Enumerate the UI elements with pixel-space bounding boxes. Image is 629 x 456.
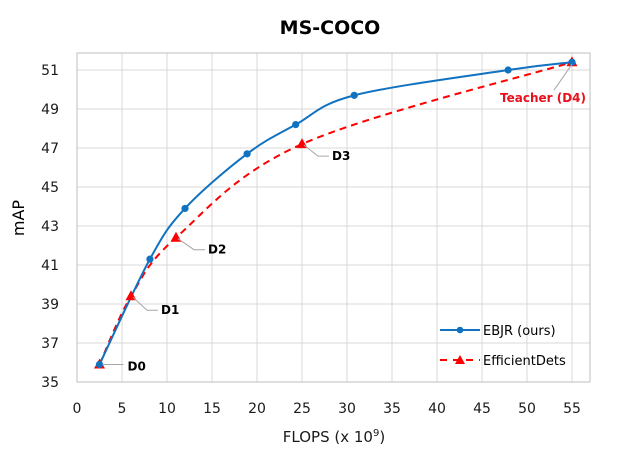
x-tick-label: 15	[203, 401, 221, 417]
series-line-efficientdets	[98, 61, 573, 365]
grid	[77, 53, 590, 382]
y-tick-label: 51	[41, 63, 59, 79]
annotation-leader	[553, 63, 573, 91]
y-tick-label: 35	[41, 375, 59, 391]
y-axis-label: mAP	[9, 200, 28, 237]
data-point-ebjr	[95, 360, 104, 369]
annotation-label: D1	[161, 303, 179, 317]
y-tick-label: 37	[41, 336, 59, 352]
y-tick-label: 47	[41, 141, 59, 157]
data-point-ebjr	[146, 255, 154, 263]
annotation-label: D0	[128, 359, 146, 373]
data-point-ebjr	[292, 121, 300, 129]
x-axis-label: FLOPS (x 109)	[283, 428, 385, 446]
chart-title: MS-COCO	[280, 17, 381, 39]
x-tick-label: 40	[428, 401, 446, 417]
x-tick-label: 5	[118, 401, 127, 417]
y-tick-label: 45	[41, 180, 59, 196]
x-tick-label: 0	[73, 401, 82, 417]
annotation-leader	[303, 144, 329, 157]
plot-area-border	[76, 52, 591, 383]
annotation-label: D2	[208, 243, 226, 257]
annotation-leader	[177, 238, 205, 251]
x-tick-label: 50	[518, 401, 536, 417]
y-tick-label: 39	[41, 297, 59, 313]
data-point-ebjr	[181, 204, 189, 213]
legend-label-ebjr: EBJR (ours)	[483, 324, 556, 339]
x-tick-label: 35	[383, 401, 401, 417]
annotations: D0 D1 D2 D3 Teacher (D4)	[102, 63, 586, 373]
data-point-ebjr	[350, 91, 358, 99]
annotation-leader	[132, 296, 158, 311]
series-line-ebjr	[98, 61, 573, 365]
x-tick-label: 10	[158, 401, 176, 417]
y-tick-label: 43	[41, 219, 59, 235]
data-point-ebjr	[243, 150, 251, 158]
legend: EBJR (ours) EfficientDets	[440, 324, 566, 369]
y-tick-label: 49	[41, 102, 59, 118]
y-tick-label: 41	[41, 258, 59, 274]
x-tick-label: 25	[293, 401, 311, 417]
x-tick-label: 20	[248, 401, 266, 417]
x-tick-label: 55	[563, 401, 581, 417]
annotation-label: Teacher (D4)	[500, 91, 586, 105]
legend-marker-ebjr	[456, 326, 464, 334]
x-tick-label: 45	[473, 401, 491, 417]
annotation-label: D3	[332, 149, 350, 163]
data-point-ebjr	[568, 58, 576, 66]
x-tick-labels: 0 5 10 15 20 25 30 35 40 45 50 55	[73, 401, 581, 417]
x-tick-label: 30	[338, 401, 356, 417]
legend-label-efficientdets: EfficientDets	[483, 354, 566, 369]
legend-marker-efficientdets	[455, 355, 465, 364]
data-point-ebjr	[504, 66, 512, 74]
y-tick-labels: 35 37 39 41 43 45 47 49 51	[41, 63, 59, 391]
series-lines	[98, 61, 573, 365]
